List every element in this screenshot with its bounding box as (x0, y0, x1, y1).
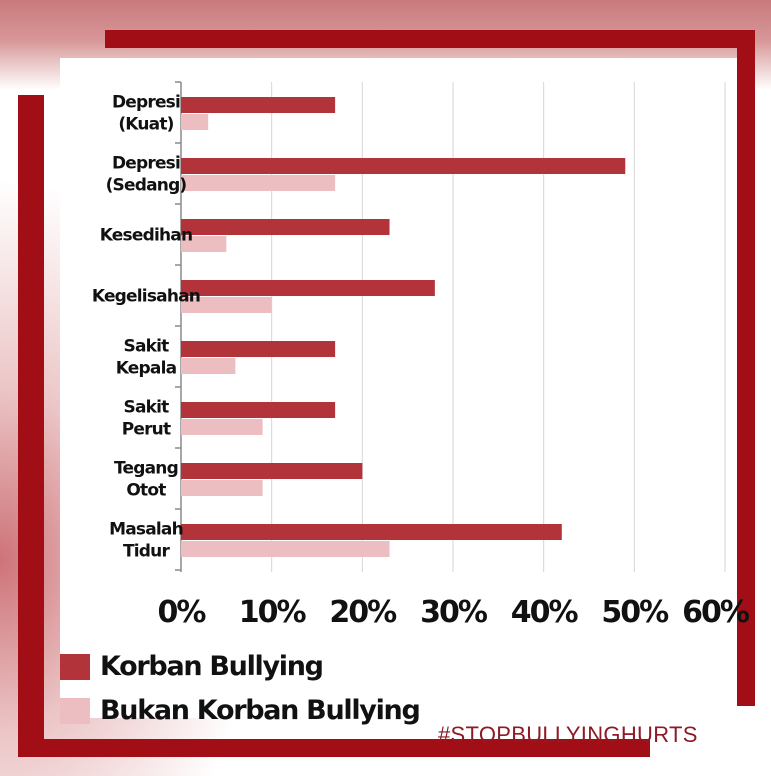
frame-bar-bottom (18, 739, 650, 757)
bar-non-victim (181, 480, 263, 496)
category-label: Sakit (124, 398, 170, 418)
category-label: Otot (126, 481, 166, 501)
legend-item-victim: Korban Bullying (60, 651, 324, 682)
bar-non-victim (181, 114, 209, 130)
legend-label-non-victim: Bukan Korban Bullying (100, 695, 421, 726)
category-label: Sakit (124, 337, 170, 357)
x-tick-label: 20% (329, 595, 397, 630)
category-label: Tegang (114, 459, 178, 479)
bar-non-victim (181, 541, 390, 557)
bar-victim (181, 402, 336, 418)
category-label: Depresi (112, 154, 180, 174)
bar-victim (181, 524, 562, 540)
x-tick-label: 0% (158, 595, 207, 630)
frame-bar-right (737, 30, 755, 706)
bar-victim (181, 280, 435, 296)
category-label: Kegelisahan (92, 287, 200, 307)
category-label: Depresi (112, 93, 180, 113)
bar-victim (181, 158, 626, 174)
bar-victim (181, 219, 390, 235)
category-label: Perut (122, 420, 171, 440)
frame-bar-left (18, 95, 44, 757)
frame-bar-top (105, 30, 755, 48)
legend-swatch-victim (60, 653, 90, 680)
category-label: Masalah (109, 520, 183, 540)
bar-non-victim (181, 297, 272, 313)
bar-victim (181, 97, 336, 113)
category-label: Kesedihan (100, 226, 193, 246)
bar-victim (181, 463, 363, 479)
category-label: (Kuat) (118, 115, 173, 135)
x-tick-label: 50% (601, 595, 669, 630)
x-tick-label: 30% (420, 595, 488, 630)
category-label: Kepala (116, 359, 177, 379)
legend-label-victim: Korban Bullying (100, 651, 324, 682)
hashtag-text: #STOPBULLYINGHURTS (438, 722, 698, 747)
bar-non-victim (181, 236, 227, 252)
category-label: Tidur (123, 542, 170, 562)
category-label: (Sedang) (106, 176, 187, 196)
x-tick-label: 10% (239, 595, 307, 630)
x-tick-label: 60% (682, 595, 750, 630)
legend-swatch-non-victim (60, 697, 90, 724)
legend-item-non-victim: Bukan Korban Bullying (60, 695, 421, 726)
bar-non-victim (181, 419, 263, 435)
bar-victim (181, 341, 336, 357)
x-tick-label: 40% (511, 595, 579, 630)
bar-non-victim (181, 358, 236, 374)
bar-non-victim (181, 175, 336, 191)
